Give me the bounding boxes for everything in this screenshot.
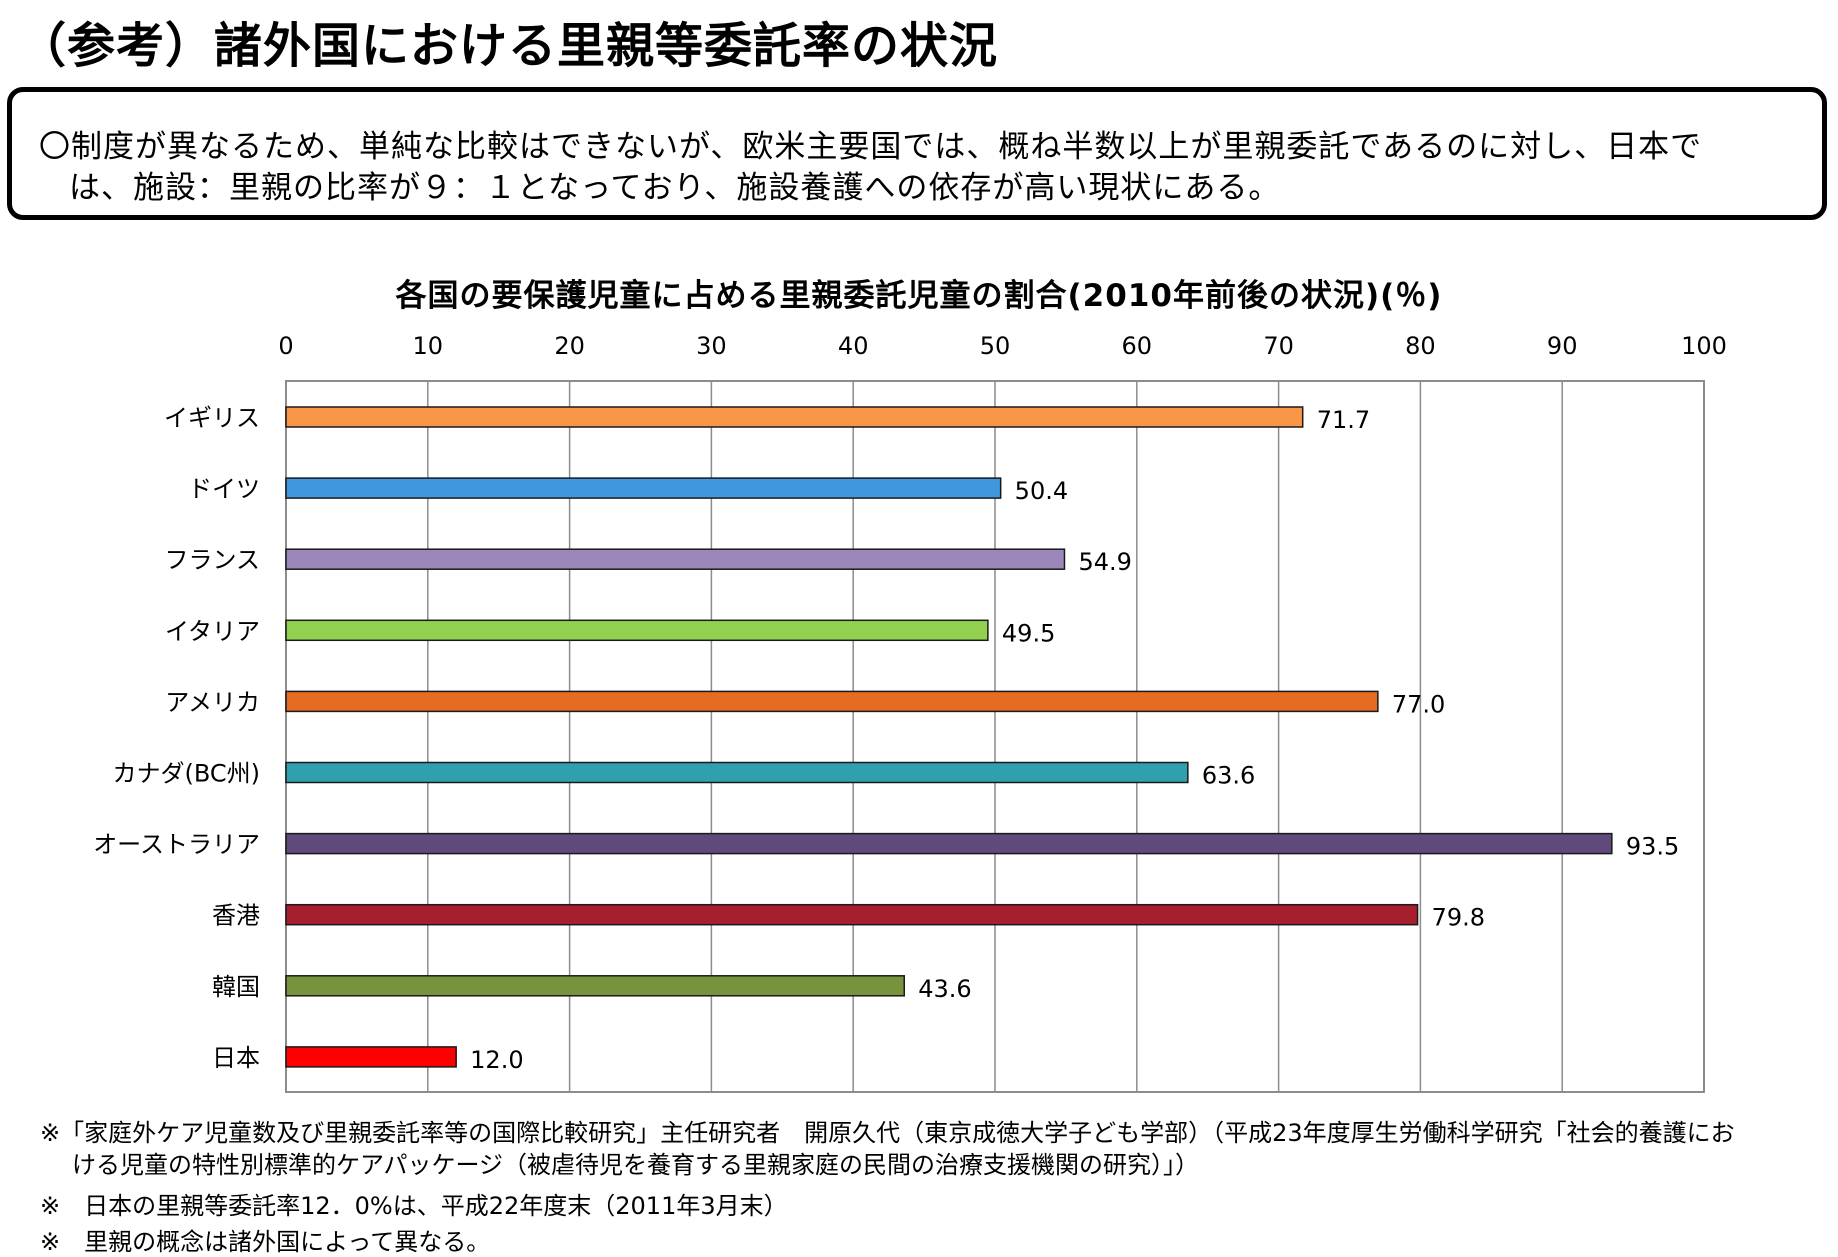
data-label: 49.5 (1002, 619, 1055, 647)
category-label: フランス (164, 546, 260, 574)
x-tick-label: 90 (1547, 332, 1578, 360)
data-label: 93.5 (1626, 833, 1679, 861)
footnote-3: ※ 里親の概念は諸外国によって異なる。 (40, 1228, 491, 1256)
x-tick-label: 80 (1405, 332, 1436, 360)
category-label: イタリア (165, 617, 260, 645)
x-tick-label: 70 (1263, 332, 1294, 360)
data-label: 79.8 (1432, 904, 1485, 932)
data-label: 50.4 (1015, 477, 1068, 505)
bar (285, 477, 1002, 499)
category-label: ドイツ (188, 475, 260, 503)
bar (285, 761, 1189, 784)
category-label: カナダ(BC州) (112, 760, 260, 788)
x-tick-label: 20 (554, 332, 585, 360)
bar (285, 690, 1379, 713)
x-tick-label: 30 (696, 332, 727, 360)
summary-line-2: は、施設：里親の比率が９：１となっており、施設養護への依存が高い現状にある。 (69, 170, 1281, 206)
data-label: 43.6 (918, 975, 971, 1003)
category-label: オーストラリア (93, 831, 260, 859)
bar (285, 832, 1613, 855)
x-tick-label: 40 (838, 332, 869, 360)
footnote-1-line-1: ※「家庭外ケア児童数及び里親委託率等の国際比較研究」主任研究者 開原久代（東京成… (40, 1119, 1735, 1147)
category-label: イギリス (164, 404, 260, 432)
bar (285, 619, 989, 642)
bar (285, 903, 1419, 926)
bar (285, 1046, 457, 1068)
footnote-2: ※ 日本の里親等委託率12．0%は、平成22年度末（2011年3月末） (40, 1192, 788, 1220)
x-tick-label: 100 (1681, 332, 1727, 360)
category-label: アメリカ (165, 688, 260, 716)
data-label: 63.6 (1202, 762, 1255, 790)
x-tick-label: 10 (413, 332, 444, 360)
bar (285, 406, 1304, 428)
page-title: （参考）諸外国における里親等委託率の状況 (18, 18, 999, 74)
category-label: 香港 (212, 902, 260, 930)
x-tick-label: 50 (980, 332, 1011, 360)
footnote-1-line-2: ける児童の特性別標準的ケアパッケージ（被虐待児を養育する里親家庭の民間の治療支援… (72, 1151, 1200, 1179)
x-tick-label: 60 (1122, 332, 1153, 360)
category-label: 日本 (212, 1044, 260, 1072)
x-tick-label: 0 (278, 332, 293, 360)
bar (285, 975, 905, 997)
summary-line-1: 〇制度が異なるため、単純な比較はできないが、欧米主要国では、概ね半数以上が里親委… (39, 129, 1703, 165)
data-label: 77.0 (1392, 690, 1445, 718)
data-label: 71.7 (1317, 406, 1370, 434)
bar (285, 548, 1066, 570)
chart-title: 各国の要保護児童に占める里親委託児童の割合(2010年前後の状況)(％) (395, 278, 1443, 314)
category-label: 韓国 (212, 973, 260, 1001)
data-label: 54.9 (1078, 548, 1131, 576)
data-label: 12.0 (470, 1046, 523, 1074)
summary-box: 〇制度が異なるため、単純な比較はできないが、欧米主要国では、概ね半数以上が里親委… (7, 87, 1827, 220)
